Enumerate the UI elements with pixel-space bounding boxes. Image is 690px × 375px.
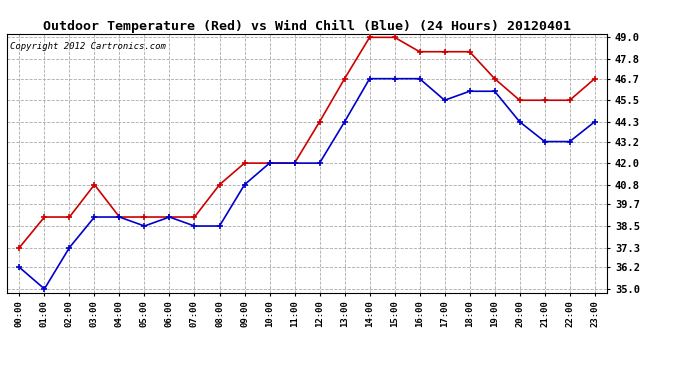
Text: Copyright 2012 Cartronics.com: Copyright 2012 Cartronics.com	[10, 42, 166, 51]
Title: Outdoor Temperature (Red) vs Wind Chill (Blue) (24 Hours) 20120401: Outdoor Temperature (Red) vs Wind Chill …	[43, 20, 571, 33]
